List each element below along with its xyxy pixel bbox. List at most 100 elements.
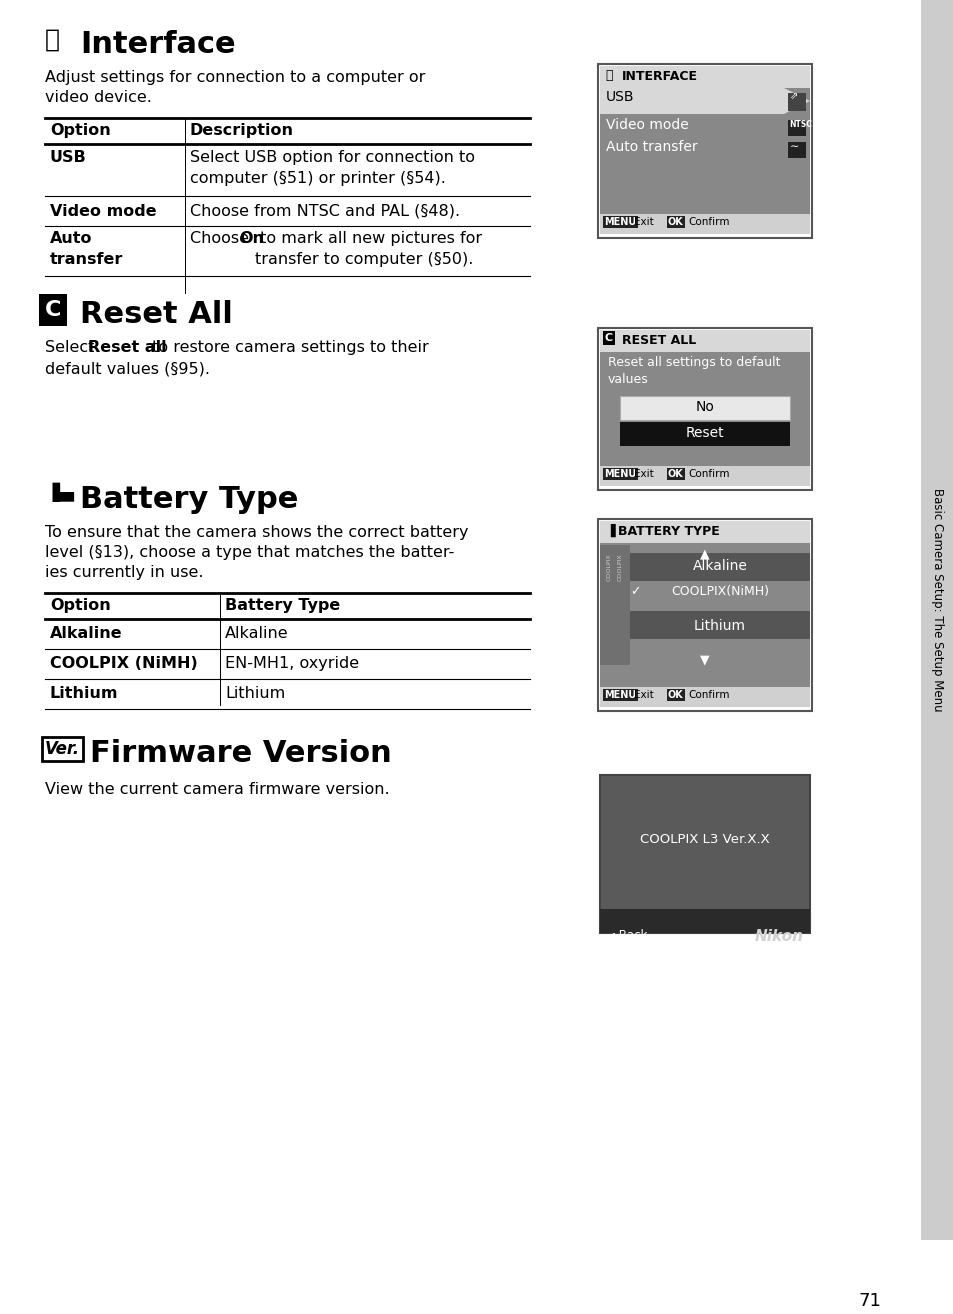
Polygon shape xyxy=(783,88,809,114)
Text: Exit: Exit xyxy=(634,469,653,480)
Text: Exit: Exit xyxy=(634,690,653,700)
Text: 71: 71 xyxy=(858,1292,881,1310)
Bar xyxy=(598,64,811,238)
Text: Option: Option xyxy=(50,598,111,614)
Bar xyxy=(599,214,809,234)
Text: Battery Type: Battery Type xyxy=(80,485,298,514)
Bar xyxy=(599,352,809,466)
Text: Lithium: Lithium xyxy=(225,686,285,700)
Text: Select USB option for connection to
computer (§51) or printer (§54).: Select USB option for connection to comp… xyxy=(190,150,475,187)
Text: BATTERY TYPE: BATTERY TYPE xyxy=(618,526,719,537)
Text: Confirm: Confirm xyxy=(687,690,729,700)
Text: Nikon: Nikon xyxy=(754,929,803,943)
Text: Reset all: Reset all xyxy=(88,340,167,355)
Text: ▐▄: ▐▄ xyxy=(45,484,75,502)
Bar xyxy=(920,0,953,1240)
Text: Option: Option xyxy=(50,124,111,138)
Bar xyxy=(599,66,809,88)
Text: Basic Camera Setup: The Setup Menu: Basic Camera Setup: The Setup Menu xyxy=(930,489,943,712)
Text: MENU: MENU xyxy=(603,469,636,480)
Bar xyxy=(629,611,809,639)
Text: COOLPIX: COOLPIX xyxy=(606,553,612,581)
Text: OK: OK xyxy=(667,217,683,227)
Bar xyxy=(599,545,629,665)
Bar xyxy=(598,328,811,490)
Text: ⎈: ⎈ xyxy=(604,70,612,81)
Text: Choose from NTSC and PAL (§48).: Choose from NTSC and PAL (§48). xyxy=(190,204,459,219)
Text: Interface: Interface xyxy=(80,30,235,59)
Bar xyxy=(599,330,809,352)
Text: COOLPIX (NiMH): COOLPIX (NiMH) xyxy=(50,656,197,671)
Bar xyxy=(619,396,789,420)
Text: to mark all new pictures for
transfer to computer (§50).: to mark all new pictures for transfer to… xyxy=(254,231,481,267)
Text: Exit: Exit xyxy=(634,217,653,227)
Bar xyxy=(599,88,809,214)
Text: Video mode: Video mode xyxy=(50,204,156,219)
Text: Confirm: Confirm xyxy=(687,217,729,227)
Text: USB: USB xyxy=(50,150,87,166)
Bar xyxy=(599,88,783,114)
Bar xyxy=(787,120,805,137)
Text: Lithium: Lithium xyxy=(50,686,118,700)
Text: Auto
transfer: Auto transfer xyxy=(50,231,123,267)
Bar xyxy=(787,93,805,110)
Text: ∼: ∼ xyxy=(789,142,799,152)
Text: ⇗: ⇗ xyxy=(788,92,797,102)
Text: RESET ALL: RESET ALL xyxy=(621,334,696,347)
Text: View the current camera firmware version.: View the current camera firmware version… xyxy=(45,782,389,798)
Text: Battery Type: Battery Type xyxy=(225,598,340,614)
Text: ◄ Back: ◄ Back xyxy=(605,929,647,942)
Text: video device.: video device. xyxy=(45,89,152,105)
Text: USB: USB xyxy=(605,89,634,104)
Text: ⎈: ⎈ xyxy=(45,28,60,53)
Bar xyxy=(599,687,809,707)
Bar xyxy=(629,553,809,581)
Text: ies currently in use.: ies currently in use. xyxy=(45,565,203,579)
Bar xyxy=(599,520,809,543)
Bar xyxy=(598,519,811,711)
Text: ▲: ▲ xyxy=(700,547,709,560)
Text: No: No xyxy=(695,399,714,414)
Text: Reset: Reset xyxy=(685,426,723,440)
Text: Firmware Version: Firmware Version xyxy=(90,738,392,767)
Text: On: On xyxy=(239,231,264,246)
Text: NTSC: NTSC xyxy=(788,120,811,129)
Text: MENU: MENU xyxy=(603,217,636,227)
Text: COOLPIX L3 Ver.X.X: COOLPIX L3 Ver.X.X xyxy=(639,833,769,846)
Text: Ver.: Ver. xyxy=(45,740,80,758)
Text: Alkaline: Alkaline xyxy=(692,558,746,573)
Bar xyxy=(619,422,789,445)
Text: C: C xyxy=(604,332,613,343)
Text: Lithium: Lithium xyxy=(693,619,745,633)
Text: to restore camera settings to their: to restore camera settings to their xyxy=(147,340,428,355)
Text: Adjust settings for connection to a computer or: Adjust settings for connection to a comp… xyxy=(45,70,425,85)
Text: Reset All: Reset All xyxy=(80,300,233,328)
Text: Alkaline: Alkaline xyxy=(225,625,289,641)
Bar xyxy=(599,543,809,687)
Text: ▐: ▐ xyxy=(604,524,614,537)
Text: Description: Description xyxy=(190,124,294,138)
Text: OK: OK xyxy=(667,469,683,480)
Text: INTERFACE: INTERFACE xyxy=(621,70,698,83)
Text: Choose: Choose xyxy=(190,231,253,246)
Text: ▼: ▼ xyxy=(700,653,709,666)
Bar xyxy=(599,775,809,933)
Text: MENU: MENU xyxy=(603,690,636,700)
Text: COOLPIX: COOLPIX xyxy=(618,553,622,581)
Text: Auto transfer: Auto transfer xyxy=(605,141,697,154)
Text: Reset all settings to default
values: Reset all settings to default values xyxy=(607,356,780,386)
Text: COOLPIX(NiMH): COOLPIX(NiMH) xyxy=(670,585,768,598)
Text: Alkaline: Alkaline xyxy=(50,625,123,641)
Text: OK: OK xyxy=(667,690,683,700)
Text: default values (§95).: default values (§95). xyxy=(45,361,210,376)
Text: Confirm: Confirm xyxy=(687,469,729,480)
Text: Video mode: Video mode xyxy=(605,118,688,131)
Text: ✓: ✓ xyxy=(629,585,639,598)
Text: C: C xyxy=(45,300,61,321)
Text: Select: Select xyxy=(45,340,99,355)
Text: level (§13), choose a type that matches the batter-: level (§13), choose a type that matches … xyxy=(45,545,454,560)
Bar xyxy=(599,466,809,486)
Text: EN-MH1, oxyride: EN-MH1, oxyride xyxy=(225,656,358,671)
Bar xyxy=(787,142,805,158)
Text: To ensure that the camera shows the correct battery: To ensure that the camera shows the corr… xyxy=(45,526,468,540)
